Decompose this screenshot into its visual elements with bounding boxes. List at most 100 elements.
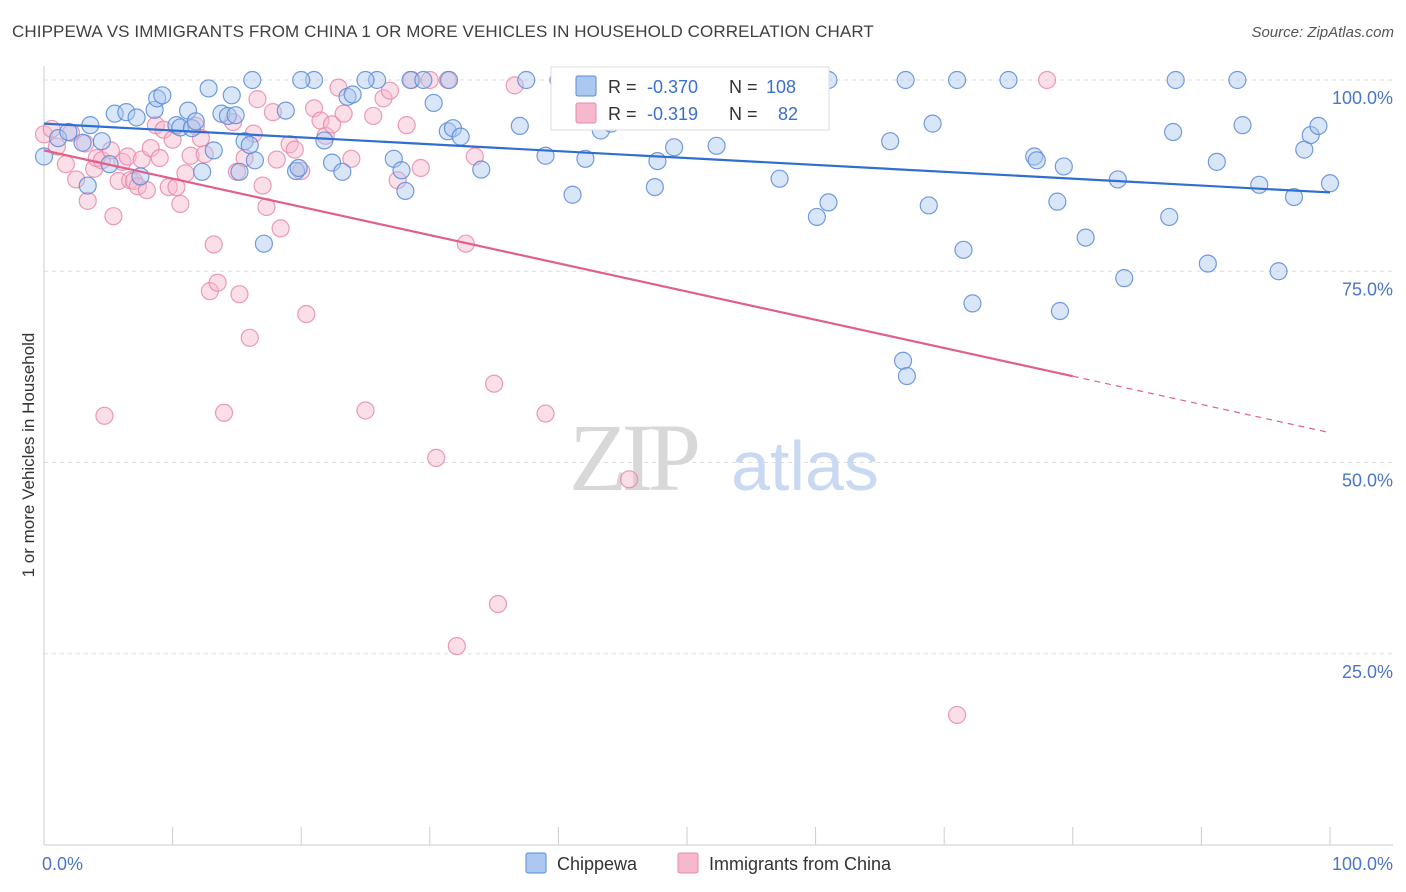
chippewa-point-26 xyxy=(226,106,245,125)
chippewa-point-79 xyxy=(1048,192,1067,211)
china-point-7 xyxy=(78,191,97,210)
chippewa-point-71 xyxy=(893,351,913,370)
chippewa-point-10 xyxy=(127,108,146,127)
chippewa-point-50 xyxy=(439,70,459,90)
chippewa-point-1 xyxy=(49,129,68,148)
china-point-29 xyxy=(171,194,190,214)
china-point-22 xyxy=(141,138,160,158)
china-point-78 xyxy=(505,76,524,95)
china-point-80 xyxy=(620,470,639,489)
chippewa-point-82 xyxy=(1076,228,1095,247)
china-point-37 xyxy=(208,273,227,292)
legend-swatch-china xyxy=(677,852,699,874)
china-point-76 xyxy=(485,374,504,393)
chippewa-point-22 xyxy=(204,141,223,160)
axes xyxy=(43,66,1393,846)
chippewa-point-45 xyxy=(396,181,415,201)
chippewa-point-6 xyxy=(92,132,111,151)
china-point-60 xyxy=(334,104,353,123)
chippewa-point-44 xyxy=(392,161,411,180)
china-point-5 xyxy=(67,170,86,189)
chippewa-point-20 xyxy=(193,162,212,181)
chippewa-point-56 xyxy=(563,185,582,204)
china-trend-line xyxy=(43,149,1074,378)
chippewa-point-63 xyxy=(665,138,684,157)
y-tick-labels: 100.0% 75.0% 50.0% 25.0% xyxy=(1332,88,1393,682)
china-point-79 xyxy=(536,404,555,423)
chippewa-point-47 xyxy=(414,70,433,90)
chippewa-point-36 xyxy=(304,70,324,90)
china-point-13 xyxy=(104,207,123,226)
china-point-58 xyxy=(322,115,342,134)
legend: Chippewa Immigrants from China xyxy=(525,852,892,874)
china-point-62 xyxy=(356,401,375,420)
chippewa-point-19 xyxy=(186,112,205,131)
chippewa-point-70 xyxy=(881,132,900,151)
china-trend-extension xyxy=(1072,375,1331,434)
stats-n-value-china: 82 xyxy=(778,104,798,124)
chippewa-point-67 xyxy=(770,169,789,188)
chippewa-point-52 xyxy=(451,127,470,146)
chippewa-point-31 xyxy=(240,135,259,155)
chippewa-point-86 xyxy=(1164,122,1183,142)
chippewa-point-54 xyxy=(510,116,529,136)
chippewa-point-93 xyxy=(1269,262,1288,281)
china-point-46 xyxy=(253,176,272,195)
x-tick-label-max: 100.0% xyxy=(1332,854,1393,874)
chippewa-point-57 xyxy=(576,149,595,168)
legend-swatch-chippewa xyxy=(525,852,547,874)
china-point-43 xyxy=(240,328,259,347)
chippewa-point-104 xyxy=(292,70,311,90)
chippewa-point-88 xyxy=(1198,254,1217,273)
china-point-71 xyxy=(427,448,446,468)
legend-label-china: Immigrants from China xyxy=(709,854,892,874)
chippewa-point-85 xyxy=(1160,207,1179,227)
y-tick-label-3: 25.0% xyxy=(1342,662,1393,682)
chippewa-point-25 xyxy=(222,86,241,105)
china-point-53 xyxy=(292,161,311,181)
china-point-61 xyxy=(342,149,361,168)
stats-swatch-china xyxy=(575,102,597,124)
chippewa-point-81 xyxy=(1054,157,1073,176)
chippewa-point-34 xyxy=(286,161,306,181)
chippewa-point-38 xyxy=(322,153,342,172)
watermark: ZIP atlas xyxy=(569,404,879,511)
chippewa-point-91 xyxy=(1233,116,1252,135)
chippewa-point-14 xyxy=(153,86,172,105)
china-point-54 xyxy=(297,304,316,324)
china-point-63 xyxy=(364,106,383,126)
china-point-11 xyxy=(95,406,114,425)
china-point-3 xyxy=(56,155,75,174)
china-point-24 xyxy=(150,148,169,168)
china-point-70 xyxy=(420,70,439,90)
chippewa-point-53 xyxy=(472,160,491,179)
chippewa-point-65 xyxy=(707,136,726,155)
chippewa-point-106 xyxy=(517,70,536,90)
china-point-73 xyxy=(447,636,466,656)
chippewa-point-90 xyxy=(1228,70,1247,90)
chippewa-point-102 xyxy=(947,70,967,90)
chart-title: CHIPPEWA VS IMMIGRANTS FROM CHINA 1 OR M… xyxy=(12,22,874,41)
chippewa-point-24 xyxy=(218,106,237,126)
y-tick-label-1: 75.0% xyxy=(1342,279,1393,299)
stats-n-label-china: N = xyxy=(729,104,758,124)
china-point-49 xyxy=(267,150,286,169)
china-point-50 xyxy=(271,219,290,238)
stats-r-value-china: -0.319 xyxy=(647,104,698,124)
china-point-36 xyxy=(204,235,223,254)
chippewa-point-89 xyxy=(1207,152,1226,171)
chippewa-point-80 xyxy=(1050,301,1070,321)
chippewa-point-32 xyxy=(243,70,262,90)
chippewa-point-103 xyxy=(999,70,1018,90)
chippewa-point-72 xyxy=(897,366,917,386)
stats-r-value-chippewa: -0.370 xyxy=(647,77,698,97)
chippewa-point-76 xyxy=(963,294,982,313)
china-point-38 xyxy=(214,403,234,422)
china-point-45 xyxy=(248,90,267,109)
china-point-31 xyxy=(181,146,200,165)
china-point-16 xyxy=(118,147,137,166)
chippewa-point-29 xyxy=(245,151,265,170)
chippewa-point-98 xyxy=(1320,174,1340,193)
chippewa-point-8 xyxy=(105,104,124,123)
